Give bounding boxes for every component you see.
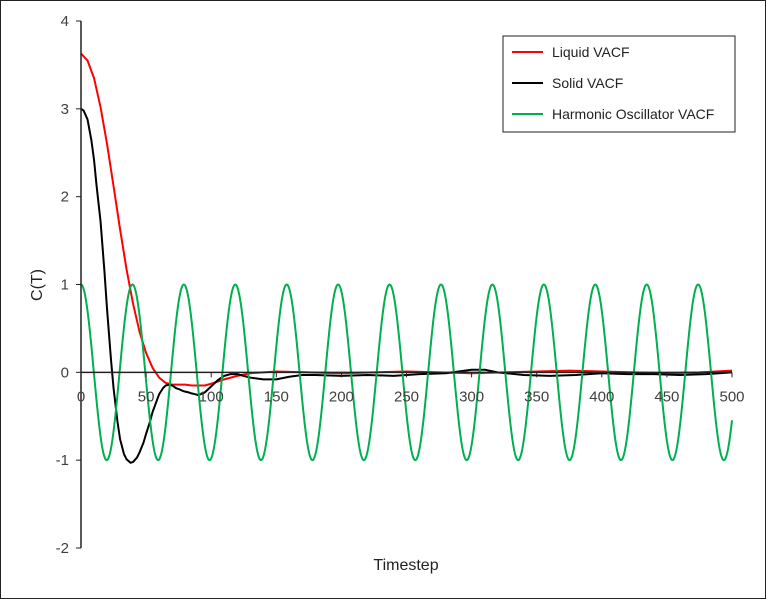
- x-tick-label-2: 100: [199, 388, 224, 405]
- y-tick-label-5: 3: [61, 101, 69, 118]
- y-tick-label-3: 1: [61, 277, 69, 294]
- x-tick-label-9: 450: [654, 388, 679, 405]
- x-axis-title: Timestep: [373, 557, 438, 574]
- x-tick-label-6: 300: [459, 388, 484, 405]
- x-tick-label-0: 0: [77, 388, 85, 405]
- y-tick-label-0: -2: [56, 540, 69, 557]
- legend-label-1: Solid VACF: [552, 75, 623, 91]
- y-axis-title: C(T): [29, 269, 46, 301]
- x-tick-label-1: 50: [138, 388, 155, 405]
- x-tick-label-7: 350: [524, 388, 549, 405]
- x-tick-label-10: 500: [719, 388, 744, 405]
- series-line-1: [80, 108, 733, 464]
- x-tick-label-4: 200: [329, 388, 354, 405]
- y-tick-label-4: 2: [61, 189, 69, 206]
- legend-label-2: Harmonic Oscillator VACF: [552, 106, 714, 122]
- axes-layer: [76, 20, 733, 549]
- series-line-2: [80, 283, 733, 462]
- legend-label-0: Liquid VACF: [552, 44, 630, 60]
- x-tick-label-3: 150: [264, 388, 289, 405]
- tick-labels: -2 -1 0 1 2 3 4 0 50 100 150 200 250 300 350 400 450 500: [56, 13, 745, 557]
- y-tick-label-1: -1: [56, 452, 69, 469]
- y-tick-label-6: 4: [61, 13, 69, 30]
- legend: Liquid VACF Solid VACF Harmonic Oscillator…: [502, 35, 736, 133]
- y-tick-label-2: 0: [61, 364, 69, 381]
- x-tick-label-8: 400: [589, 388, 614, 405]
- x-tick-label-5: 250: [394, 388, 419, 405]
